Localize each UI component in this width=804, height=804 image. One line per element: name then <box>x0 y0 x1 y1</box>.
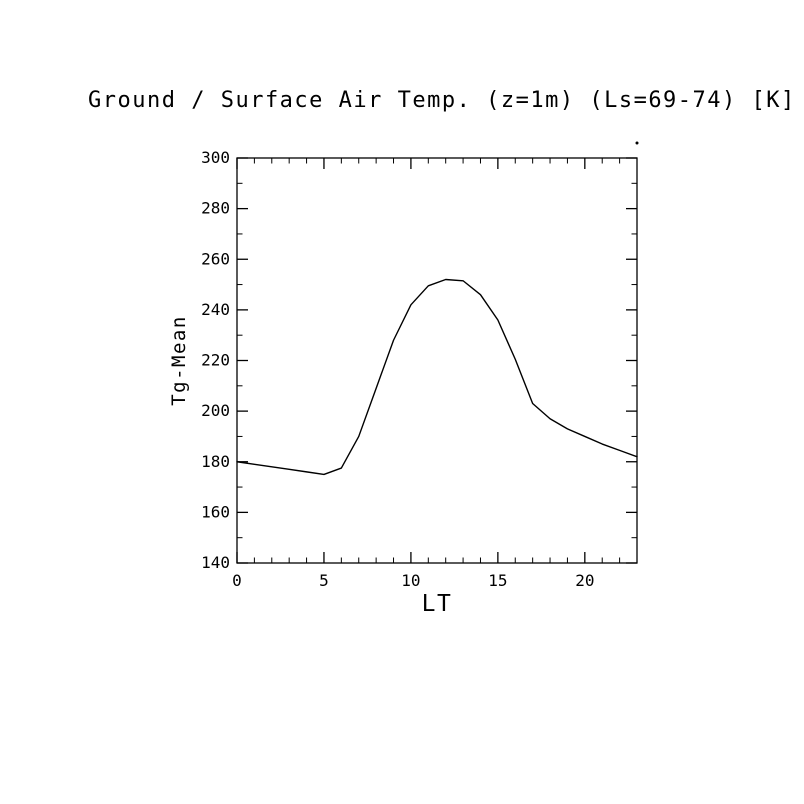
temperature-curve <box>236 278 638 476</box>
x-axis-label: LT <box>422 591 453 617</box>
y-tick-label: 280 <box>201 199 230 218</box>
chart-title: Ground / Surface Air Temp. (z=1m) (Ls=69… <box>88 88 796 113</box>
y-tick-label: 240 <box>201 300 230 319</box>
y-tick-label: 220 <box>201 351 230 370</box>
y-tick-label: 300 <box>201 148 230 167</box>
y-tick-label: 160 <box>201 502 230 521</box>
y-tick-label: 200 <box>201 401 230 420</box>
plot-frame <box>236 157 638 564</box>
y-tick-label: 140 <box>201 553 230 572</box>
y-tick-label: 180 <box>201 452 230 471</box>
x-tick-label: 0 <box>232 571 242 590</box>
stray-dot-mark <box>635 141 639 145</box>
x-tick-label: 5 <box>319 571 329 590</box>
x-tick-label: 10 <box>401 571 420 590</box>
y-axis-label: Tg-Mean <box>168 315 190 406</box>
x-tick-label: 15 <box>488 571 507 590</box>
x-tick-label: 20 <box>575 571 594 590</box>
y-tick-label: 260 <box>201 249 230 268</box>
